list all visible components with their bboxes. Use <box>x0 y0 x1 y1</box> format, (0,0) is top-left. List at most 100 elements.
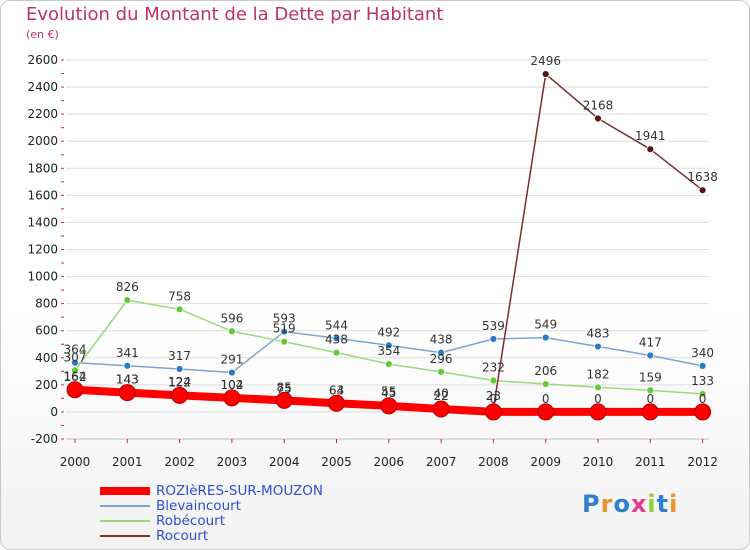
data-point <box>589 403 607 421</box>
legend-swatch-rocourt <box>100 535 150 537</box>
legend-swatch-robecourt <box>100 520 150 522</box>
data-point <box>227 327 236 336</box>
legend-label-rocourt: Rocourt <box>156 528 209 544</box>
data-point <box>280 327 289 336</box>
data-label: 0 <box>699 392 707 406</box>
y-tick-label: 400 <box>35 351 58 365</box>
data-label: 124 <box>168 375 191 389</box>
data-point <box>594 383 602 392</box>
logo-letter: o <box>613 490 631 518</box>
data-label: 0 <box>542 392 550 406</box>
data-point <box>541 380 550 388</box>
x-tick-label: 2010 <box>583 455 614 469</box>
legend-swatch-rozieres <box>100 487 150 495</box>
data-label: 317 <box>168 349 191 363</box>
data-label: 758 <box>168 289 191 303</box>
x-tick-label: 2000 <box>60 455 91 469</box>
data-label: 133 <box>691 374 714 388</box>
data-point <box>123 361 132 370</box>
x-tick-label: 2008 <box>478 455 509 469</box>
data-point <box>698 390 707 398</box>
data-label: 2168 <box>583 98 614 112</box>
data-label: 164 <box>64 370 87 384</box>
data-point <box>646 145 655 154</box>
y-tick-label: -200 <box>31 432 58 446</box>
x-tick-label: 2007 <box>426 455 457 469</box>
data-point <box>275 391 293 409</box>
data-label: 85 <box>277 380 292 394</box>
data-label: 143 <box>116 373 139 387</box>
y-tick-label: 1800 <box>27 161 58 175</box>
data-label: 23 <box>486 389 501 403</box>
data-point <box>594 342 602 351</box>
data-label: 159 <box>639 370 662 384</box>
data-point <box>384 360 393 368</box>
data-point <box>437 348 446 357</box>
data-point <box>380 397 398 415</box>
data-label: 40 <box>433 387 448 401</box>
x-tick-label: 2004 <box>269 455 300 469</box>
data-label: 45 <box>381 386 396 400</box>
data-label: 492 <box>377 325 400 339</box>
data-label: 519 <box>273 322 296 336</box>
x-tick-label: 2012 <box>687 455 718 469</box>
data-point <box>541 70 550 78</box>
data-label: 483 <box>587 327 610 341</box>
data-label: 75 <box>277 382 292 396</box>
data-point <box>489 335 498 343</box>
data-label: 104 <box>220 378 243 392</box>
legend-label-rozieres: ROZIèRES-SUR-MOUZON <box>156 483 323 499</box>
logo-letter: i <box>647 490 657 518</box>
data-point <box>71 366 79 375</box>
data-point <box>328 394 345 412</box>
data-point <box>484 403 502 421</box>
data-point <box>332 334 341 343</box>
y-tick-label: 200 <box>35 378 58 392</box>
data-label: 2496 <box>530 54 561 68</box>
data-label: 206 <box>534 364 557 378</box>
data-label: 102 <box>220 378 243 392</box>
x-tick-label: 2002 <box>164 455 195 469</box>
data-label: 340 <box>691 346 714 360</box>
data-point <box>175 305 184 314</box>
y-tick-label: 800 <box>35 297 58 311</box>
data-label: 364 <box>64 343 87 357</box>
y-tick-label: 1200 <box>27 243 58 257</box>
data-label: 0 <box>490 392 498 406</box>
data-label: 55 <box>381 384 396 398</box>
data-label: 0 <box>594 392 602 406</box>
y-tick-label: 0 <box>50 405 58 419</box>
data-point <box>71 358 79 367</box>
proxiti-logo: Proxiti <box>582 490 678 518</box>
y-tick-label: 1000 <box>27 270 58 284</box>
data-point <box>227 368 236 377</box>
data-label: 1638 <box>687 170 718 184</box>
data-label: 593 <box>273 312 296 326</box>
data-point <box>646 351 655 360</box>
data-point <box>594 114 602 123</box>
y-tick-label: 2400 <box>27 80 58 94</box>
chart-subtitle: (en €) <box>26 28 59 41</box>
y-tick-label: 1600 <box>27 188 58 202</box>
logo-letter: t <box>656 490 670 518</box>
data-label: 182 <box>587 367 610 381</box>
chart-title: Evolution du Montant de la Dette par Hab… <box>26 4 444 25</box>
data-label: 539 <box>482 319 505 333</box>
data-point <box>489 376 498 385</box>
logo-letter: r <box>600 490 614 518</box>
data-point <box>66 381 84 399</box>
data-point <box>432 400 450 418</box>
x-tick-label: 2003 <box>217 455 248 469</box>
data-label: 354 <box>377 344 400 358</box>
data-label: 549 <box>534 318 557 332</box>
data-label: 291 <box>220 353 243 367</box>
y-tick-label: 1400 <box>27 215 58 229</box>
data-label: 232 <box>482 361 505 375</box>
y-tick-label: 2000 <box>27 134 58 148</box>
x-tick-label: 2011 <box>635 455 666 469</box>
x-tick-label: 2005 <box>321 455 352 469</box>
data-label: 122 <box>168 375 191 389</box>
y-tick-label: 2600 <box>27 53 58 67</box>
legend-label-robecourt: Robécourt <box>156 513 225 529</box>
data-point <box>541 333 550 342</box>
